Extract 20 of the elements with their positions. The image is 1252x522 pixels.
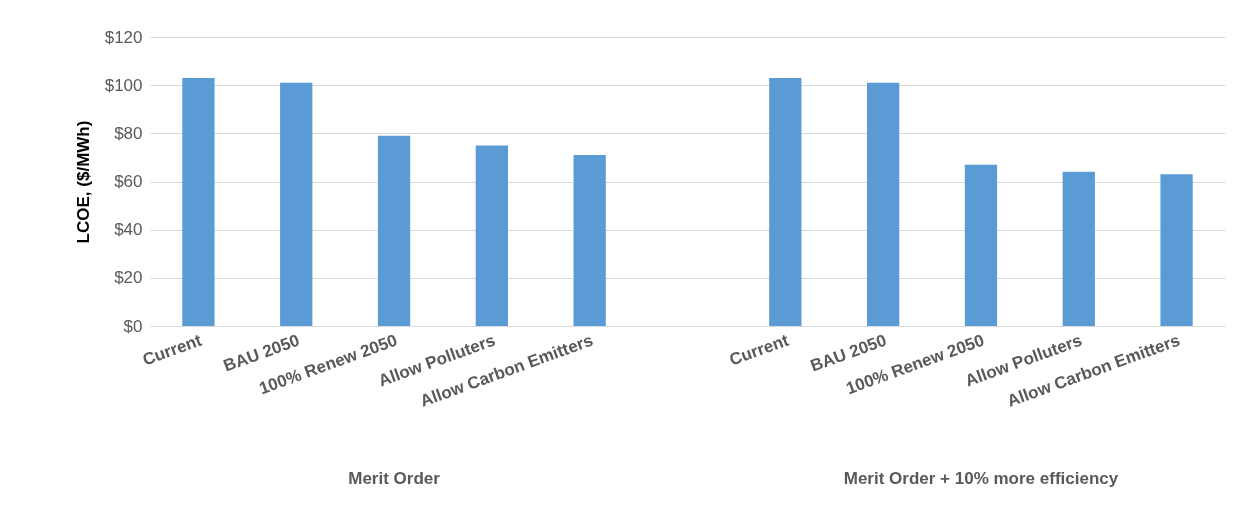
y-axis-title: LCOE, ($/MWh) <box>73 120 93 244</box>
bar <box>475 145 509 326</box>
y-tick-label: $120 <box>104 27 143 47</box>
bar <box>1160 174 1193 326</box>
bar <box>377 135 411 326</box>
y-tick-label: $40 <box>114 220 143 240</box>
text: Merit Order + 10% more efficiency <box>843 469 1119 488</box>
text: Merit Order <box>348 469 441 488</box>
y-tick-label: $80 <box>114 123 143 143</box>
y-tick-label: $0 <box>123 316 143 336</box>
bar <box>280 82 313 326</box>
y-tick-label: $100 <box>104 75 143 95</box>
y-tick-label: $20 <box>114 268 143 288</box>
bar <box>866 82 900 326</box>
bar <box>964 164 998 326</box>
bar <box>1062 171 1095 326</box>
bar <box>182 77 215 326</box>
bar <box>573 155 606 326</box>
y-tick-label: $60 <box>114 172 143 191</box>
bar <box>769 77 802 326</box>
